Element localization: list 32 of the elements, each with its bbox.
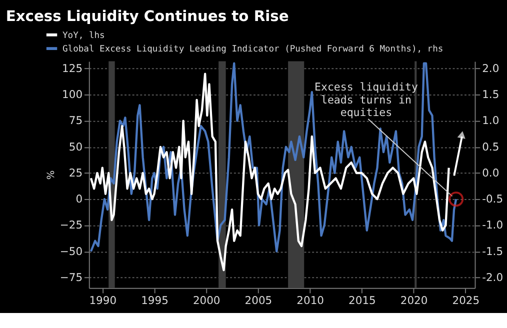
y-tick-label: 50	[68, 140, 83, 154]
y-tick-label: 125	[62, 62, 83, 75]
x-tick-label: 2025	[452, 294, 480, 308]
chart-title: Excess Liquidity Continues to Rise	[6, 8, 289, 26]
y2-tick-label: -1.5	[482, 244, 504, 258]
y2-tick-label: 1.0	[482, 114, 500, 128]
y-tick-label: 100	[62, 88, 83, 102]
x-tick-label: 1990	[89, 294, 117, 308]
y2-tick-label: -1.0	[482, 218, 504, 232]
x-tick-label: 2005	[244, 294, 272, 308]
y2-tick-label: 2.0	[482, 62, 500, 75]
y2-tick-label: 0.0	[482, 166, 500, 180]
y-tick-label: 75	[68, 114, 83, 128]
y-tick-label: −50	[60, 244, 83, 258]
x-tick-label: 2015	[348, 294, 376, 308]
y-tick-label: −25	[60, 218, 83, 232]
y2-tick-label: -2.0	[482, 270, 504, 284]
x-tick-label: 1995	[141, 294, 168, 308]
x-tick-label: 2010	[296, 294, 324, 308]
y2-tick-label: -0.5	[482, 192, 504, 206]
annotation: Excess liquidity leads turns in equities	[314, 80, 418, 120]
y-tick-label: −75	[60, 270, 83, 284]
y-tick-label: 0	[76, 192, 83, 206]
legend-label: YoY, lhs	[62, 30, 105, 41]
legend-label: Global Excess Liquidity Leading Indicator (Pushed Forward 6 Months), rhs	[62, 44, 444, 54]
x-tick-label: 2020	[400, 294, 428, 308]
y2-tick-label: 0.5	[482, 140, 500, 154]
y-tick-label: 25	[68, 166, 83, 180]
y-axis-title: %	[46, 170, 58, 180]
x-tick-label: 2000	[192, 294, 220, 308]
y2-tick-label: 1.5	[482, 88, 500, 102]
line-series	[90, 72, 450, 272]
